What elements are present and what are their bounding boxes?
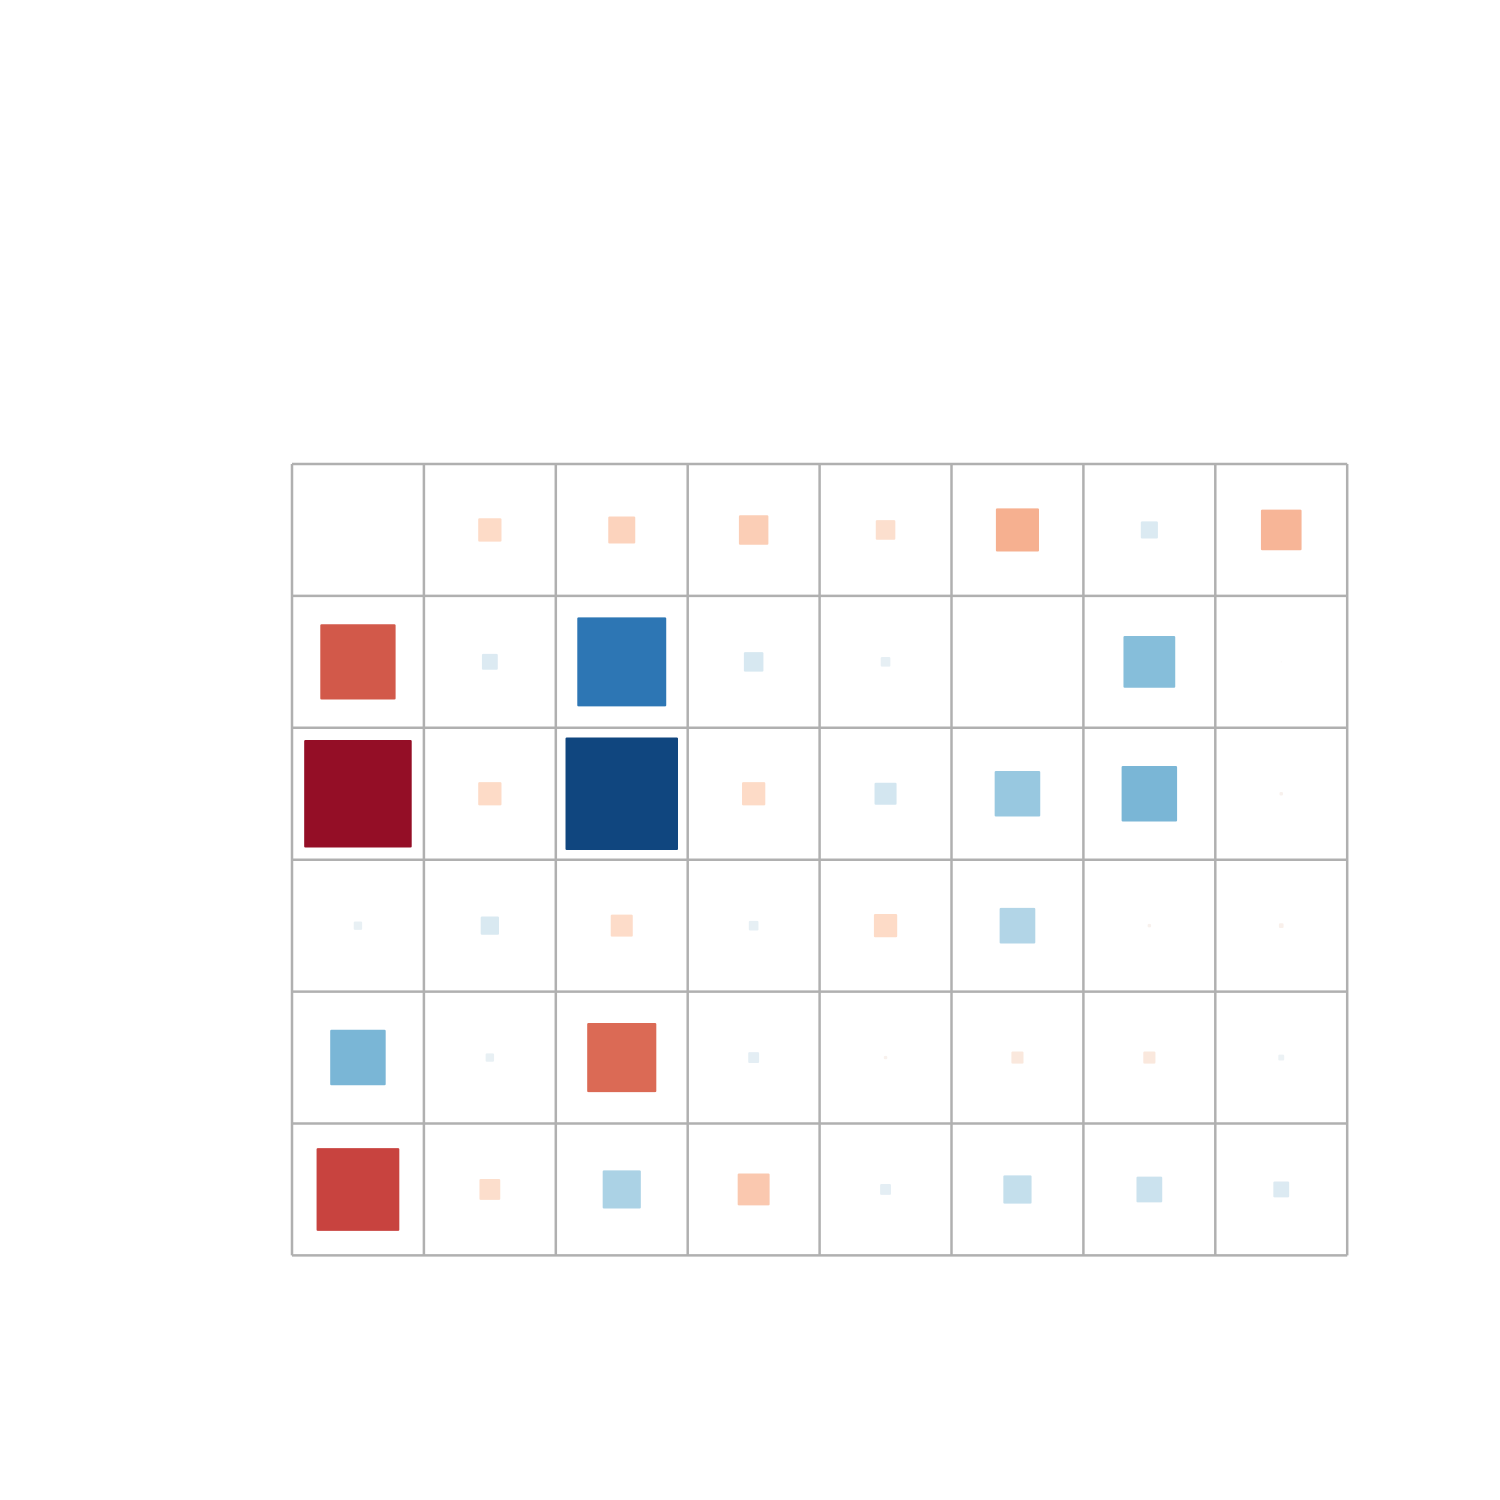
cells-layer [302,506,1304,1233]
heatmap-cell-r1-c5 [874,518,897,542]
heatmap-cell-r1-c2 [476,516,503,544]
heatmap-cell-r1-c3 [606,514,637,545]
heatmap-cell-r2-c4 [742,650,765,674]
heatmap-cell-r1-c6 [994,506,1041,553]
heatmap-cell-r4-c7 [1146,922,1153,929]
heatmap-cell-r2-c1 [318,622,398,702]
heatmap-cell-r4-c6 [998,906,1037,945]
heatmap-cell-r6-c2 [477,1177,502,1202]
heatmap-cell-r6-c1 [315,1146,401,1233]
heatmap-cell-r5-c7 [1141,1049,1157,1066]
heatmap-cell-r2-c8 [1279,659,1284,664]
heatmap-cell-r2-c3 [575,615,668,708]
heatmap-cell-r2-c5 [879,655,892,669]
heatmap-cell-r3-c6 [993,769,1042,819]
heatmap-cell-r4-c8 [1277,921,1286,930]
heatmap-cell-r5-c3 [585,1021,658,1094]
heatmap-cell-r2-c2 [480,652,500,672]
heatmap-cell-r3-c7 [1120,764,1179,823]
heatmap-cell-r1-c4 [737,513,770,547]
heatmap-cell-r4-c1 [352,919,364,932]
heatmap-cell-r3-c2 [476,780,503,807]
heatmap-cell-r1-c8 [1259,508,1304,552]
heatmap-cell-r3-c1 [302,738,414,850]
heatmap-cell-r6-c7 [1134,1175,1164,1204]
heatmap-cell-r1-c7 [1139,519,1160,540]
heatmap-cell-r5-c2 [484,1051,496,1064]
heatmap-cell-r6-c8 [1271,1180,1291,1199]
heatmap-cell-r5-c5 [882,1054,889,1061]
heatmap-cell-r6-c3 [601,1168,643,1211]
heatmap-cell-r4-c2 [479,914,501,937]
heatmap-cell-r5-c4 [746,1050,761,1065]
heatmap-cell-r5-c6 [1009,1049,1026,1066]
heatmap-cell-r4-c5 [872,912,899,939]
heatmap-cell-r4-c4 [747,919,760,932]
heatmap-cell-r3-c3 [564,736,680,852]
grid-layer [290,462,1349,1257]
heatmap-cell-r6-c5 [878,1182,893,1197]
heatmap-cell-r6-c4 [736,1171,772,1207]
heatmap-cell-r2-c7 [1121,634,1177,690]
heatmap-cell-r3-c5 [873,781,899,807]
heatmap-cell-r3-c4 [740,780,767,807]
heatmap-cell-r4-c3 [609,913,635,939]
heatmap-cell-r5-c1 [328,1028,388,1087]
heatmap-cell-r5-c8 [1276,1053,1286,1063]
heatmap-cell-r6-c6 [1001,1173,1034,1206]
heatmap-cell-r3-c8 [1278,790,1285,797]
